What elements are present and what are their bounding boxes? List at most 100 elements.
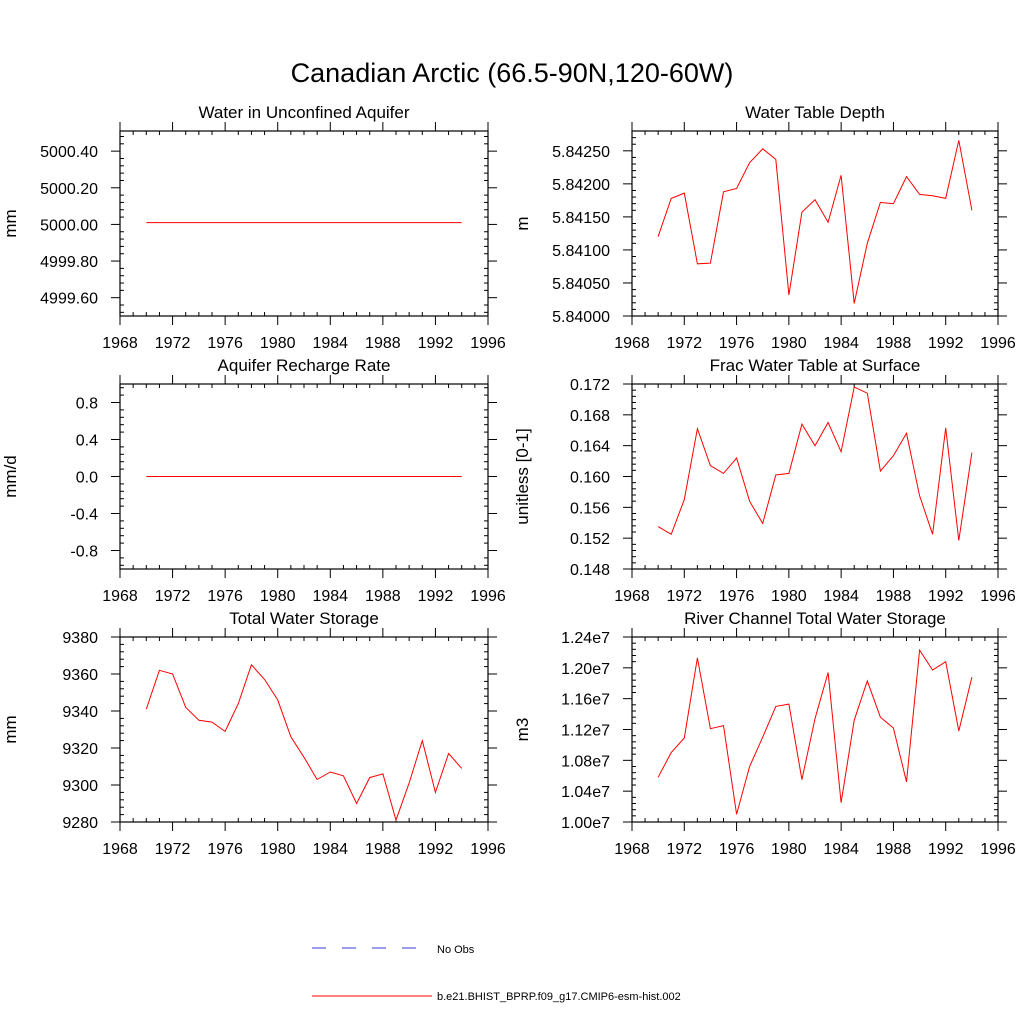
- y-tick-label: -0.8: [70, 544, 98, 561]
- x-tick-label: 1972: [666, 335, 702, 352]
- y-tick-label: 1.08e7: [561, 753, 610, 770]
- y-tick-label: 1.00e7: [561, 815, 610, 832]
- x-tick-label: 1976: [719, 335, 755, 352]
- panels: Water in Unconfined Aquifer 1968 1972 1976 1…: [1, 103, 1016, 858]
- x-tick-label: 1980: [260, 588, 296, 605]
- x-tick-label: 1976: [719, 588, 755, 605]
- legend-no-obs-label: No Obs: [437, 944, 475, 956]
- x-tick-label: 1992: [418, 588, 454, 605]
- y-tick-label: 0.148: [570, 562, 610, 579]
- x-tick-label: 1996: [980, 588, 1016, 605]
- legend-model-label: b.e21.BHIST_BPRP.f09_g17.CMIP6-esm-hist.…: [437, 991, 681, 1003]
- plot-frame: [631, 383, 999, 570]
- x-tick-label: 1976: [719, 841, 755, 858]
- y-tick-label: 5.84000: [552, 309, 610, 326]
- y-tick-label: 0.156: [570, 500, 610, 517]
- x-tick-label: 1972: [155, 335, 191, 352]
- y-axis-label: mm/d: [1, 455, 20, 498]
- x-tick-label: 1980: [771, 841, 807, 858]
- y-axis-label: unitless [0-1]: [513, 428, 532, 524]
- chart-panel-3: Aquifer Recharge Rate 1968 1972 1976 1980 198…: [1, 356, 506, 605]
- y-tick-label: 5.84200: [552, 177, 610, 194]
- panel-title: River Channel Total Water Storage: [684, 609, 946, 628]
- x-tick-label: 1972: [666, 841, 702, 858]
- panel-title: Water in Unconfined Aquifer: [198, 103, 409, 122]
- x-tick-label: 1988: [365, 841, 401, 858]
- x-tick-label: 1968: [614, 335, 650, 352]
- x-tick-label: 1972: [155, 841, 191, 858]
- y-tick-label: 1.24e7: [561, 630, 610, 647]
- x-tick-label: 1972: [155, 588, 191, 605]
- x-tick-label: 1988: [365, 335, 401, 352]
- y-tick-label: 0.160: [570, 470, 610, 487]
- x-tick-label: 1968: [102, 588, 138, 605]
- y-tick-label: 0.0: [76, 470, 98, 487]
- x-tick-label: 1968: [614, 841, 650, 858]
- plot-frame: [631, 636, 999, 823]
- chart-panel-5: Total Water Storage 1968 1972 1976 1980 1984 1…: [1, 609, 506, 858]
- y-tick-label: -0.4: [70, 507, 98, 524]
- y-tick-label: 5000.00: [40, 217, 98, 234]
- x-tick-label: 1996: [470, 841, 506, 858]
- y-tick-label: 5.84100: [552, 243, 610, 260]
- x-tick-label: 1980: [771, 588, 807, 605]
- plot-frame: [631, 130, 999, 317]
- x-tick-label: 1992: [928, 335, 964, 352]
- y-axis-label: m: [513, 216, 532, 230]
- x-tick-label: 1980: [771, 335, 807, 352]
- panel-title: Frac Water Table at Surface: [710, 356, 921, 375]
- x-tick-label: 1988: [365, 588, 401, 605]
- y-tick-label: 9340: [62, 704, 98, 721]
- y-tick-label: 9360: [62, 667, 98, 684]
- x-tick-label: 1980: [260, 335, 296, 352]
- x-tick-label: 1992: [418, 841, 454, 858]
- x-tick-label: 1976: [207, 841, 243, 858]
- x-tick-label: 1996: [980, 841, 1016, 858]
- plot-frame: [119, 130, 489, 317]
- x-tick-label: 1984: [312, 335, 348, 352]
- y-tick-label: 9320: [62, 741, 98, 758]
- panel-title: Water Table Depth: [745, 103, 885, 122]
- y-tick-label: 9300: [62, 778, 98, 795]
- x-tick-label: 1976: [207, 335, 243, 352]
- series-line: [657, 140, 973, 304]
- y-tick-label: 5.84250: [552, 144, 610, 161]
- x-tick-label: 1996: [470, 335, 506, 352]
- chart-panel-1: Water in Unconfined Aquifer 1968 1972 1976 1…: [1, 103, 506, 352]
- y-axis-label: mm: [1, 715, 20, 743]
- y-tick-label: 0.152: [570, 531, 610, 548]
- y-axis-label: m3: [513, 718, 532, 742]
- series-line: [657, 386, 973, 541]
- y-tick-label: 0.172: [570, 377, 610, 394]
- x-tick-label: 1996: [980, 335, 1016, 352]
- series-line: [145, 663, 463, 822]
- chart-panel-4: Frac Water Table at Surface 1968 1972 1976 1…: [513, 356, 1016, 605]
- main-title: Canadian Arctic (66.5-90N,120-60W): [291, 58, 734, 88]
- y-tick-label: 0.168: [570, 408, 610, 425]
- y-tick-label: 4999.60: [40, 291, 98, 308]
- x-tick-label: 1984: [823, 588, 859, 605]
- y-tick-label: 0.164: [570, 439, 610, 456]
- panel-title: Aquifer Recharge Rate: [218, 356, 391, 375]
- panel-title: Total Water Storage: [229, 609, 379, 628]
- x-tick-label: 1972: [666, 588, 702, 605]
- x-tick-label: 1976: [207, 588, 243, 605]
- y-tick-label: 5000.20: [40, 181, 98, 198]
- plot-frame: [119, 636, 489, 823]
- y-tick-label: 9280: [62, 815, 98, 832]
- x-tick-label: 1968: [102, 841, 138, 858]
- y-tick-label: 5.84050: [552, 276, 610, 293]
- x-tick-label: 1984: [312, 841, 348, 858]
- y-tick-label: 4999.80: [40, 254, 98, 271]
- chart-panel-6: River Channel Total Water Storage 1968 197…: [513, 609, 1016, 858]
- x-tick-label: 1988: [876, 841, 912, 858]
- y-tick-label: 9380: [62, 630, 98, 647]
- y-tick-label: 0.4: [76, 433, 98, 450]
- x-tick-label: 1992: [928, 841, 964, 858]
- series-line: [657, 648, 973, 815]
- x-tick-label: 1984: [823, 841, 859, 858]
- x-tick-label: 1988: [876, 588, 912, 605]
- y-tick-label: 1.12e7: [561, 723, 610, 740]
- y-tick-label: 0.8: [76, 396, 98, 413]
